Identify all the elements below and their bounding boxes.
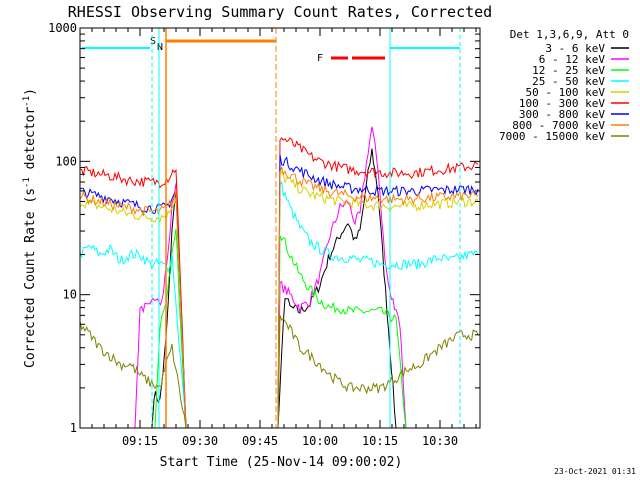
timestamp-label: 23-Oct-2021 01:31: [554, 467, 636, 476]
legend-label-3: 25 - 50 keV: [532, 75, 605, 88]
flare-flag-label: F: [317, 53, 323, 64]
legend-label-6: 300 - 800 keV: [519, 108, 605, 121]
night-flag-label: N: [157, 42, 163, 53]
y-tick-label-0: 1: [70, 421, 77, 435]
legend-label-7: 800 - 7000 keV: [512, 119, 605, 132]
y-axis-label-sup2: -1: [22, 96, 32, 107]
saa-flag-label: S: [150, 36, 156, 47]
flag-bars: SN F: [82, 36, 460, 64]
x-tick-label-5: 10:30: [422, 434, 458, 448]
x-axis-label: Start Time (25-Nov-14 09:00:02): [160, 455, 403, 470]
x-tick-label-2: 09:45: [242, 434, 278, 448]
legend-label-1: 6 - 12 keV: [539, 53, 606, 66]
x-tick-label-4: 10:15: [362, 434, 398, 448]
y-tick-label-2: 100: [55, 154, 77, 168]
x-tick-label-3: 10:00: [302, 434, 338, 448]
axes-layer: 1 10 100 1000 09:15 09:30 09:45 10:00 10:15 10:30: [48, 21, 480, 448]
chart-title: RHESSI Observing Summary Count Rates, Co…: [68, 3, 492, 21]
x-tick-label-0: 09:15: [122, 434, 158, 448]
series-7-line: [79, 166, 479, 429]
x-tick-label-1: 09:30: [182, 434, 218, 448]
legend-label-8: 7000 - 15000 keV: [499, 130, 605, 143]
attenuator-lines: [151, 28, 461, 428]
legend-label-4: 50 - 100 keV: [526, 86, 606, 99]
legend-header: Det 1,3,6,9, Att 0: [510, 28, 629, 41]
legend-label-2: 12 - 25 keV: [532, 64, 605, 77]
legend-label-0: 3 - 6 keV: [545, 42, 605, 55]
legend-label-5: 100 - 300 keV: [519, 97, 605, 110]
plot-frame: [79, 27, 481, 429]
series-8-line: [79, 315, 479, 429]
y-tick-label-3: 1000: [48, 21, 77, 35]
y-axis-label-part3: ): [23, 88, 38, 96]
y-tick-label-1: 10: [63, 288, 77, 302]
y-axis-label-part1: Corrected Count Rate (s: [23, 188, 38, 368]
y-axis-label-sup1: -1: [22, 177, 32, 188]
y-axis-label-part2: detector: [23, 107, 38, 178]
y-axis-label: Corrected Count Rate (s-1 detector-1): [22, 88, 38, 368]
